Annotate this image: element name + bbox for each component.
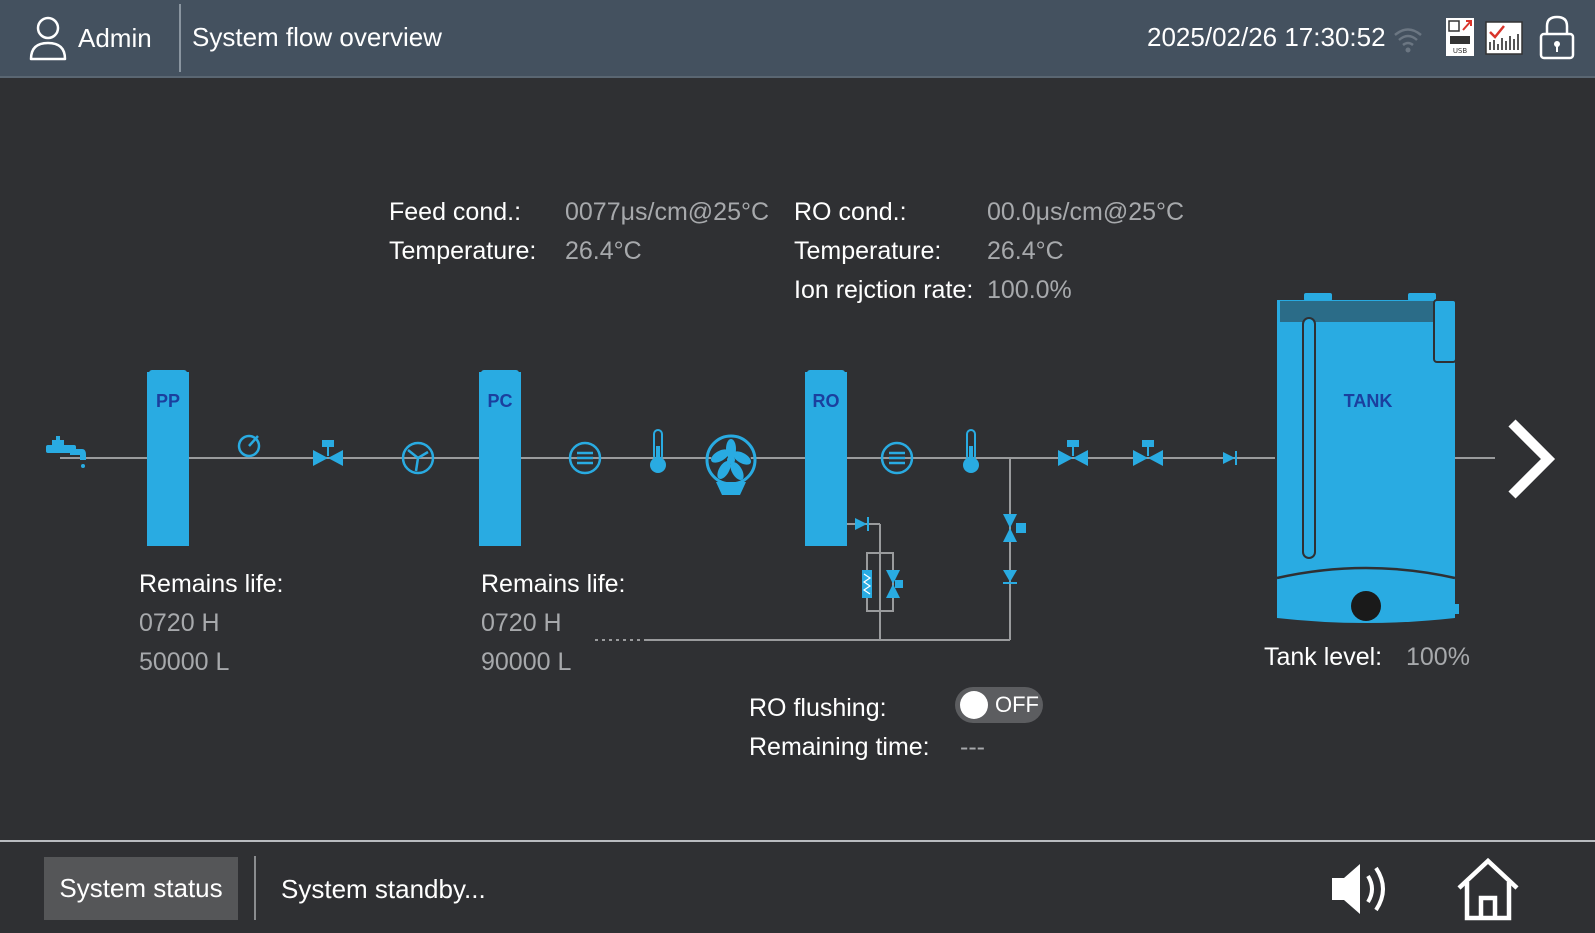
ro-cond-label: RO cond.:: [794, 198, 907, 226]
page-title: System flow overview: [192, 22, 442, 52]
booster-pump-icon: [705, 434, 757, 495]
top-bar: Admin System flow overview 2025/02/26 17…: [0, 0, 1595, 78]
faucet-icon: [46, 436, 86, 468]
user-name: Admin: [78, 22, 152, 53]
ro-cond-value: 00.0μs/cm@25°C: [987, 198, 1185, 226]
feed-thermometer-icon: [650, 429, 666, 473]
drain-check-valve-icon: [855, 517, 869, 531]
tank-level-label: Tank level:: [1264, 643, 1383, 671]
user-icon: [29, 16, 67, 61]
flow-meter-icon: [401, 441, 435, 475]
ro-conductivity-sensor-icon: [880, 441, 914, 475]
user-block[interactable]: Admin: [28, 14, 152, 62]
flush-valve-icon: [886, 570, 903, 598]
return-check-valve-icon: [1003, 570, 1017, 584]
ro-flushing-label: RO flushing:: [749, 694, 887, 722]
outlet-valve-2-icon: [1133, 440, 1163, 466]
status-message: System standby...: [281, 874, 486, 904]
pc-life-liters: 90000 L: [481, 648, 572, 676]
pc-filter-label: PC: [487, 391, 512, 411]
usb-export-icon[interactable]: USB: [1444, 16, 1476, 58]
tank-label: TANK: [1344, 391, 1393, 411]
pc-life-label: Remains life:: [481, 570, 626, 598]
system-status-button[interactable]: System status: [44, 857, 238, 920]
return-valve-icon: [1003, 514, 1026, 542]
lock-icon[interactable]: [1538, 14, 1576, 60]
pp-life-label: Remains life:: [139, 570, 284, 598]
toggle-state: OFF: [995, 692, 1039, 717]
feed-cond-value: 0077μs/cm@25°C: [565, 198, 770, 226]
tank-check-valve-icon: [1223, 451, 1237, 465]
ion-rejection-value: 100.0%: [987, 276, 1072, 304]
ro-temp-value: 26.4°C: [987, 237, 1064, 265]
ro-membrane[interactable]: RO: [805, 370, 847, 546]
next-page-arrow-icon[interactable]: [1500, 415, 1560, 505]
outlet-valve-1-icon: [1058, 440, 1088, 466]
pc-filter[interactable]: PC: [479, 370, 521, 546]
svg-text:USB: USB: [1453, 47, 1468, 55]
wifi-icon: [1394, 28, 1422, 53]
ro-membrane-label: RO: [813, 391, 840, 411]
pp-filter-label: PP: [156, 391, 180, 411]
feed-conductivity-sensor-icon: [568, 441, 602, 475]
speaker-icon[interactable]: [1328, 856, 1394, 922]
datetime: 2025/02/26 17:30:52: [1147, 22, 1386, 52]
ro-flushing-toggle[interactable]: OFF: [955, 687, 1043, 723]
pc-life-hours: 0720 H: [481, 609, 562, 637]
tank-level-value: 100%: [1406, 643, 1470, 671]
header-divider: [179, 4, 181, 72]
feed-temp-value: 26.4°C: [565, 237, 642, 265]
pressure-gauge-icon: [237, 434, 261, 458]
feed-cond-label: Feed cond.:: [389, 198, 522, 226]
feed-temp-label: Temperature:: [389, 237, 537, 265]
inlet-valve-icon: [313, 440, 343, 466]
main-pipe: [60, 457, 1495, 641]
toggle-knob: [960, 691, 988, 719]
drain-restrictor-icon: [862, 570, 872, 598]
ro-temp-label: Temperature:: [794, 237, 942, 265]
remaining-time-label: Remaining time:: [749, 733, 930, 761]
pp-life-liters: 50000 L: [139, 648, 230, 676]
storage-tank[interactable]: TANK: [1276, 293, 1459, 623]
report-icon[interactable]: [1484, 20, 1524, 56]
footer-divider-line: [0, 840, 1595, 842]
footer-divider: [254, 856, 256, 920]
remaining-time-value: ---: [960, 733, 985, 761]
flow-diagram: PP PC: [46, 293, 1495, 641]
home-icon[interactable]: [1455, 856, 1521, 922]
pp-life-hours: 0720 H: [139, 609, 220, 637]
pp-filter[interactable]: PP: [147, 370, 189, 546]
ro-thermometer-icon: [963, 429, 979, 473]
ion-rejection-label: Ion rejction rate:: [794, 276, 974, 304]
